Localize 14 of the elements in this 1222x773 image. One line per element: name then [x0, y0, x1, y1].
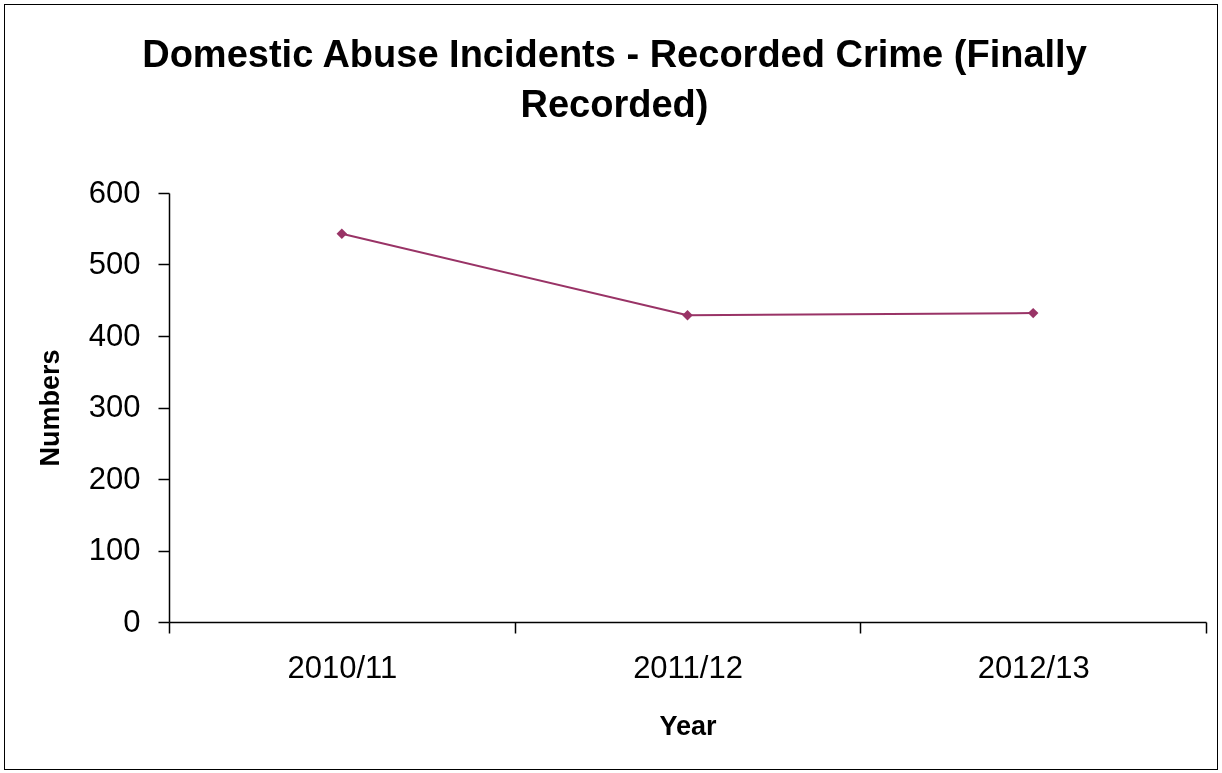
- chart-frame: 2010/11 2011/12 2012/13 Year 0 100 200 300 400 500 600 Numbers Domestic Abuse Incidents - Recorded Crime (Finally Recorded): [4, 4, 1218, 770]
- y-tick-label: 300: [88, 389, 141, 424]
- y-tick-label: 500: [88, 246, 141, 281]
- chart-title: Domestic Abuse Incidents - Recorded Crime (Finally Recorded): [142, 33, 1087, 125]
- x-axis-title: Year: [659, 710, 718, 741]
- x-tick-label: 2012/13: [977, 649, 1090, 685]
- y-tick-label: 600: [88, 174, 141, 210]
- y-tick-label: 100: [88, 532, 141, 567]
- x-tick-label: 2010/11: [287, 649, 398, 685]
- y-tick-label: 400: [88, 317, 141, 353]
- x-tick-label: 2011/12: [633, 649, 743, 685]
- y-tick-label: 0: [123, 603, 141, 639]
- y-tick-label: 200: [88, 460, 141, 496]
- y-axis-title: Numbers: [34, 349, 65, 467]
